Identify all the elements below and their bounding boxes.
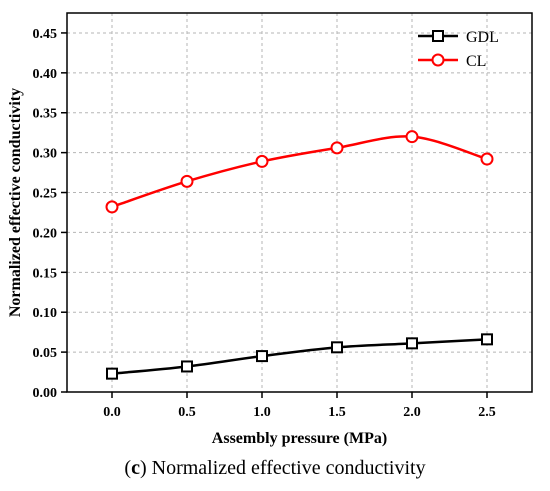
x-axis: 0.0 0.5 1.0 1.5 2.0 2.5	[103, 392, 496, 420]
y-tick-label: 0.20	[33, 226, 58, 241]
x-tick-label: 0.5	[178, 405, 196, 420]
y-tick-label: 0.10	[33, 306, 58, 321]
legend-label-cl: CL	[466, 53, 486, 70]
caption-letter: c	[131, 457, 140, 479]
y-tick-label: 0.40	[33, 67, 58, 82]
data-point-gdl	[256, 350, 268, 363]
legend: GDL CL	[418, 29, 499, 70]
y-tick-label: 0.35	[33, 107, 58, 122]
y-tick-label: 0.45	[33, 27, 58, 42]
legend-label-gdl: GDL	[466, 29, 499, 46]
figure-caption: (c) Normalized effective conductivity	[124, 457, 425, 479]
data-point-gdl	[331, 341, 343, 354]
grid	[67, 13, 532, 392]
legend-marker-gdl	[432, 30, 444, 42]
series-line-cl	[111, 135, 488, 209]
caption-prefix-close: )	[140, 457, 147, 479]
data-point-gdl	[106, 367, 118, 380]
y-axis: 0.00 0.05 0.10 0.15 0.20 0.25 0.30 0.35 0.40 0.45	[33, 27, 67, 401]
caption-text: Normalized effective conductivity	[147, 457, 426, 479]
y-tick-label: 0.25	[33, 187, 58, 202]
x-tick-label: 2.0	[403, 405, 421, 420]
y-tick-label: 0.15	[33, 266, 58, 281]
x-tick-label: 1.5	[328, 405, 346, 420]
data-point-cl	[405, 130, 419, 144]
series-gdl	[106, 333, 493, 380]
legend-marker-cl	[431, 53, 445, 67]
plot-frame	[66, 12, 533, 393]
data-point-cl	[480, 152, 494, 166]
data-point-gdl	[406, 337, 418, 350]
data-point-cl	[330, 141, 344, 155]
x-axis-title: Assembly pressure (MPa)	[212, 430, 387, 447]
y-tick-label: 0.00	[33, 386, 58, 401]
data-point-cl	[180, 174, 194, 188]
x-tick-label: 2.5	[478, 405, 496, 420]
y-tick-label: 0.05	[33, 346, 58, 361]
legend-item-gdl: GDL	[418, 29, 499, 46]
data-point-gdl	[481, 333, 493, 346]
y-tick-label: 0.30	[33, 147, 58, 162]
data-point-cl	[255, 154, 269, 168]
series-line-gdl	[111, 338, 488, 375]
x-tick-label: 0.0	[103, 405, 121, 420]
caption-prefix-open: (	[124, 457, 131, 479]
series-cl	[105, 130, 494, 214]
y-axis-title: Normalized effective conductivity	[7, 88, 24, 317]
data-point-cl	[105, 200, 119, 214]
data-point-gdl	[181, 360, 193, 373]
x-tick-label: 1.0	[253, 405, 271, 420]
legend-item-cl: CL	[418, 53, 486, 70]
series-layer	[105, 130, 494, 380]
